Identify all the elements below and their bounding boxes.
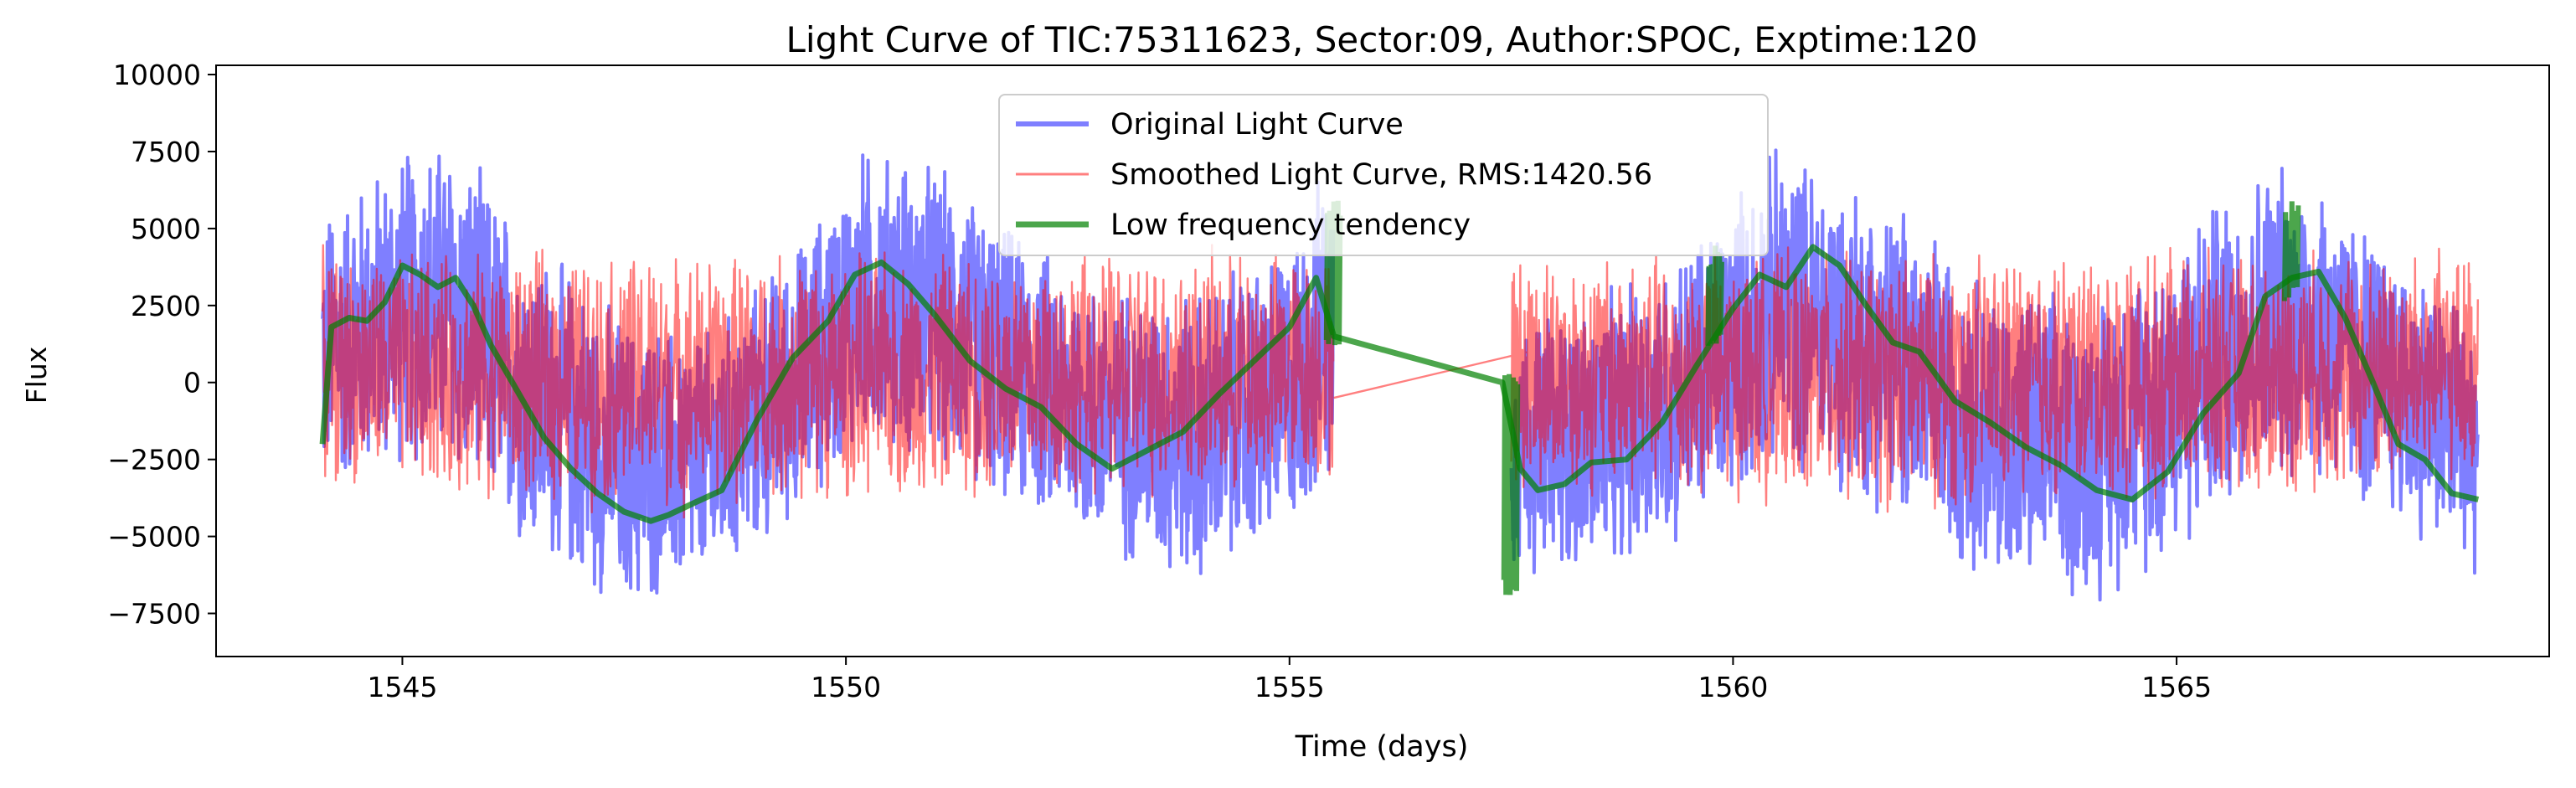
y-tick-label: 7500 xyxy=(131,136,201,168)
y-tick-label: 0 xyxy=(183,367,201,399)
y-tick-label: 2500 xyxy=(131,290,201,322)
y-tick-label: 10000 xyxy=(113,59,201,91)
chart-title: Light Curve of TIC:75311623, Sector:09, … xyxy=(786,19,1978,60)
x-tick-label: 1560 xyxy=(1698,671,1768,703)
legend-label-smoothed: Smoothed Light Curve, RMS:1420.56 xyxy=(1110,158,1652,192)
y-axis-label: Flux xyxy=(20,347,53,404)
y-tick-label: −5000 xyxy=(107,521,201,554)
y-tick-label: 5000 xyxy=(131,213,201,245)
legend-label-original: Original Light Curve xyxy=(1110,108,1404,142)
y-tick-label: −7500 xyxy=(107,598,201,631)
legend-label-tendency: Low frequency tendency xyxy=(1110,209,1471,242)
plot-frame xyxy=(215,64,2550,657)
axis-ticks: 1545 1550 1555 1560 1565 −7500 −5000 −2500 0 2500… xyxy=(107,59,2212,703)
x-tick-label: 1545 xyxy=(367,671,437,703)
tendency-spike xyxy=(1501,373,1521,595)
x-tick-label: 1565 xyxy=(2141,671,2212,703)
series-tendency-line xyxy=(319,244,2480,524)
tendency-spike xyxy=(2281,201,2301,301)
series-smoothed-line xyxy=(321,244,2479,519)
x-axis-label: Time (days) xyxy=(1295,730,1469,764)
tendency-spike xyxy=(1705,245,1724,346)
x-tick-label: 1550 xyxy=(811,671,881,703)
y-tick-label: −2500 xyxy=(107,444,201,476)
legend: Original Light Curve Smoothed Light Curv… xyxy=(998,94,1769,256)
legend-box xyxy=(998,94,1769,256)
x-tick-label: 1555 xyxy=(1255,671,1325,703)
plot-area xyxy=(319,148,2480,602)
